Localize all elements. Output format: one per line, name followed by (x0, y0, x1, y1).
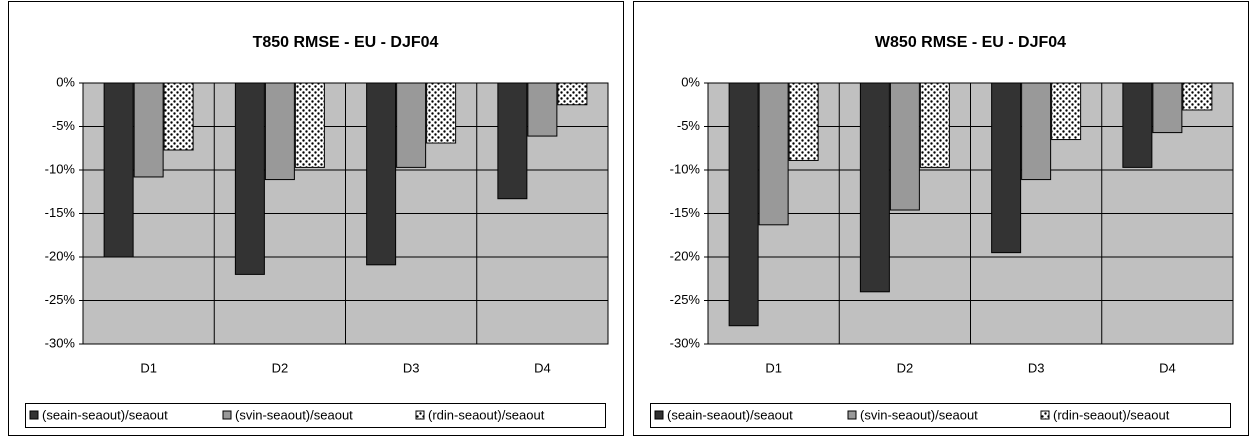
x-tick-label: D2 (897, 360, 914, 375)
legend-label: (rdin-seaout)/seaout (428, 407, 545, 422)
bar (991, 82, 1022, 254)
x-tick-label: D3 (1028, 360, 1045, 375)
chart-title: W850 RMSE - EU - DJF04 (875, 34, 1066, 51)
legend-label: (rdin-seaout)/seaout (1053, 407, 1170, 422)
bar (1182, 82, 1213, 111)
legend-swatch (847, 410, 857, 420)
bar (859, 82, 890, 293)
bar (294, 82, 325, 168)
bar (527, 82, 558, 137)
bar (788, 82, 819, 161)
y-tick-label: -10% (670, 161, 701, 176)
legend-swatch (29, 410, 39, 420)
legend-box (650, 403, 1231, 428)
x-tick-label: D4 (534, 360, 551, 375)
chart-panel: W850 RMSE - EU - DJF04 0% -5% -10% -15% -20% -… (633, 1, 1249, 436)
legend-label: (seain-seaout)/seaout (667, 407, 793, 422)
y-tick-label: 0% (681, 74, 700, 89)
y-tick-label: -20% (670, 248, 701, 263)
bar (396, 82, 427, 168)
bar (133, 82, 164, 178)
y-tick-label: -30% (670, 335, 701, 350)
legend-label: (svin-seaout)/seaout (860, 407, 978, 422)
bar (1021, 82, 1052, 181)
x-tick-label: D4 (1159, 360, 1176, 375)
bar (264, 82, 295, 181)
x-tick-label: D2 (272, 360, 289, 375)
y-tick-label: -15% (670, 205, 701, 220)
plot-border (707, 82, 1234, 345)
y-tick-label: -25% (45, 292, 76, 307)
bar (1122, 82, 1153, 168)
bar (728, 82, 759, 327)
plot-border (82, 82, 609, 345)
y-tick-label: -25% (670, 292, 701, 307)
bar (103, 82, 134, 258)
bar (366, 82, 397, 266)
y-tick-label: -10% (45, 161, 76, 176)
bar (426, 82, 457, 144)
chart-panel: T850 RMSE - EU - DJF04 0% -5% -10% -15% -20% -… (8, 1, 624, 436)
legend-swatch (654, 410, 664, 420)
bar (758, 82, 789, 226)
legend-box (25, 403, 606, 428)
y-tick-label: 0% (56, 74, 75, 89)
bar (163, 82, 194, 151)
x-tick-label: D1 (765, 360, 782, 375)
legend-swatch (1040, 410, 1050, 420)
bar (1051, 82, 1082, 141)
bar (497, 82, 528, 200)
bar (234, 82, 265, 275)
y-tick-label: -5% (677, 118, 701, 133)
legend-swatch (222, 410, 232, 420)
legend-swatch (415, 410, 425, 420)
bar (919, 82, 950, 168)
bar (1152, 82, 1183, 134)
y-tick-label: -5% (52, 118, 76, 133)
legend-label: (svin-seaout)/seaout (235, 407, 353, 422)
y-tick-label: -30% (45, 335, 76, 350)
x-tick-label: D3 (403, 360, 420, 375)
y-tick-label: -20% (45, 248, 76, 263)
chart-title: T850 RMSE - EU - DJF04 (253, 34, 439, 51)
bar (557, 82, 588, 106)
bar (889, 82, 920, 211)
y-tick-label: -15% (45, 205, 76, 220)
x-tick-label: D1 (140, 360, 157, 375)
legend-label: (seain-seaout)/seaout (42, 407, 168, 422)
